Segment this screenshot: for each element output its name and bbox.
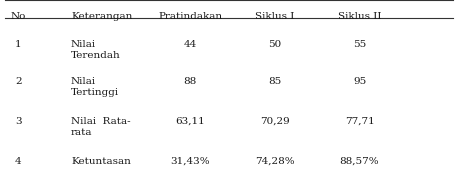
Text: Keterangan: Keterangan xyxy=(71,12,132,21)
Text: Nilai  Rata-
rata: Nilai Rata- rata xyxy=(71,117,131,137)
Text: 3: 3 xyxy=(15,117,22,126)
Text: 63,11: 63,11 xyxy=(175,117,205,126)
Text: 88: 88 xyxy=(184,77,196,86)
Text: Nilai
Terendah: Nilai Terendah xyxy=(71,40,121,60)
Text: Siklus I: Siklus I xyxy=(255,12,294,21)
Text: 31,43%: 31,43% xyxy=(170,157,210,166)
Text: Pratindakan: Pratindakan xyxy=(158,12,222,21)
Text: 4: 4 xyxy=(15,157,22,166)
Text: 70,29: 70,29 xyxy=(260,117,289,126)
Text: 95: 95 xyxy=(353,77,366,86)
Text: 1: 1 xyxy=(15,40,22,49)
Text: 44: 44 xyxy=(184,40,196,49)
Text: 85: 85 xyxy=(268,77,281,86)
Text: 2: 2 xyxy=(15,77,22,86)
Text: No: No xyxy=(11,12,26,21)
Text: 55: 55 xyxy=(353,40,366,49)
Text: 88,57%: 88,57% xyxy=(340,157,379,166)
Text: 50: 50 xyxy=(268,40,281,49)
Text: Nilai
Tertinggi: Nilai Tertinggi xyxy=(71,77,119,97)
Text: 74,28%: 74,28% xyxy=(255,157,294,166)
Text: 77,71: 77,71 xyxy=(345,117,374,126)
Text: Siklus II: Siklus II xyxy=(338,12,381,21)
Text: Ketuntasan: Ketuntasan xyxy=(71,157,131,166)
